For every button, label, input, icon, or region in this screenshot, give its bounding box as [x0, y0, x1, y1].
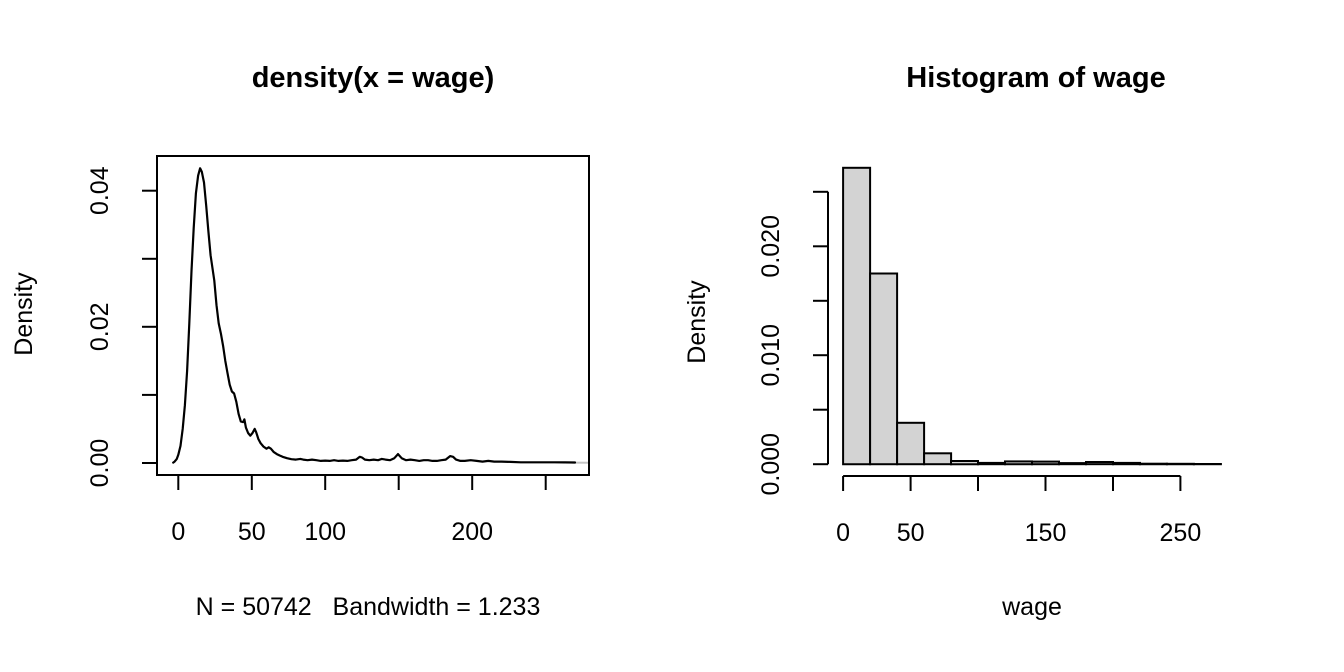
x-axis-tick-label: 100: [304, 518, 346, 546]
histogram-xlabel: wage: [1002, 593, 1062, 621]
x-axis-tick-label: 50: [238, 518, 266, 546]
x-axis-tick-label: 50: [897, 519, 925, 547]
histogram-bar: [977, 461, 1006, 466]
x-axis-tick-label: 0: [171, 518, 185, 546]
y-axis-tick-label: 0.00: [86, 439, 114, 488]
histogram-bar: [869, 272, 899, 466]
histogram-panel: Histogram of wage Density wage 0 50 150 250…: [672, 0, 1344, 672]
histogram-bar: [1112, 461, 1141, 466]
x-axis-tick-label: 200: [451, 518, 493, 546]
plot-box: [156, 155, 590, 476]
y-axis-tick-label: 0.04: [86, 166, 114, 215]
density-plot-svg: 0 50 100 200 0.00 0.02 0.04: [86, 155, 590, 546]
histogram-bar: [1058, 462, 1087, 466]
histogram-bar: [923, 452, 953, 466]
density-plot-subtitle: N = 50742 Bandwidth = 1.233: [195, 593, 541, 621]
x-axis-tick-label: 250: [1160, 519, 1202, 547]
histogram-bar: [950, 460, 979, 466]
histogram-bar: [1004, 460, 1033, 466]
histogram-title: Histogram of wage: [906, 62, 1166, 94]
histogram-bar: [1085, 461, 1114, 466]
histogram-bar: [896, 421, 926, 466]
y-axis-tick-label: 0.02: [86, 302, 114, 351]
y-axis-tick-label: 0.020: [757, 215, 785, 278]
histogram-svg: 0 50 150 250 0.000 0.010 0.020: [757, 166, 1222, 547]
histogram-bar: [1138, 462, 1168, 466]
y-axis-tick-label: 0.010: [757, 324, 785, 387]
density-plot-title: density(x = wage): [251, 62, 495, 94]
density-curve: [172, 167, 577, 464]
x-axis-tick-label: 0: [836, 519, 850, 547]
y-axis-tick-label: 0.000: [757, 433, 785, 496]
histogram-bar: [842, 166, 872, 466]
density-plot-panel: density(x = wage) Density N = 50742 Band…: [10, 62, 590, 621]
histogram-bar: [1031, 460, 1060, 466]
x-axis-tick-label: 150: [1025, 519, 1067, 547]
